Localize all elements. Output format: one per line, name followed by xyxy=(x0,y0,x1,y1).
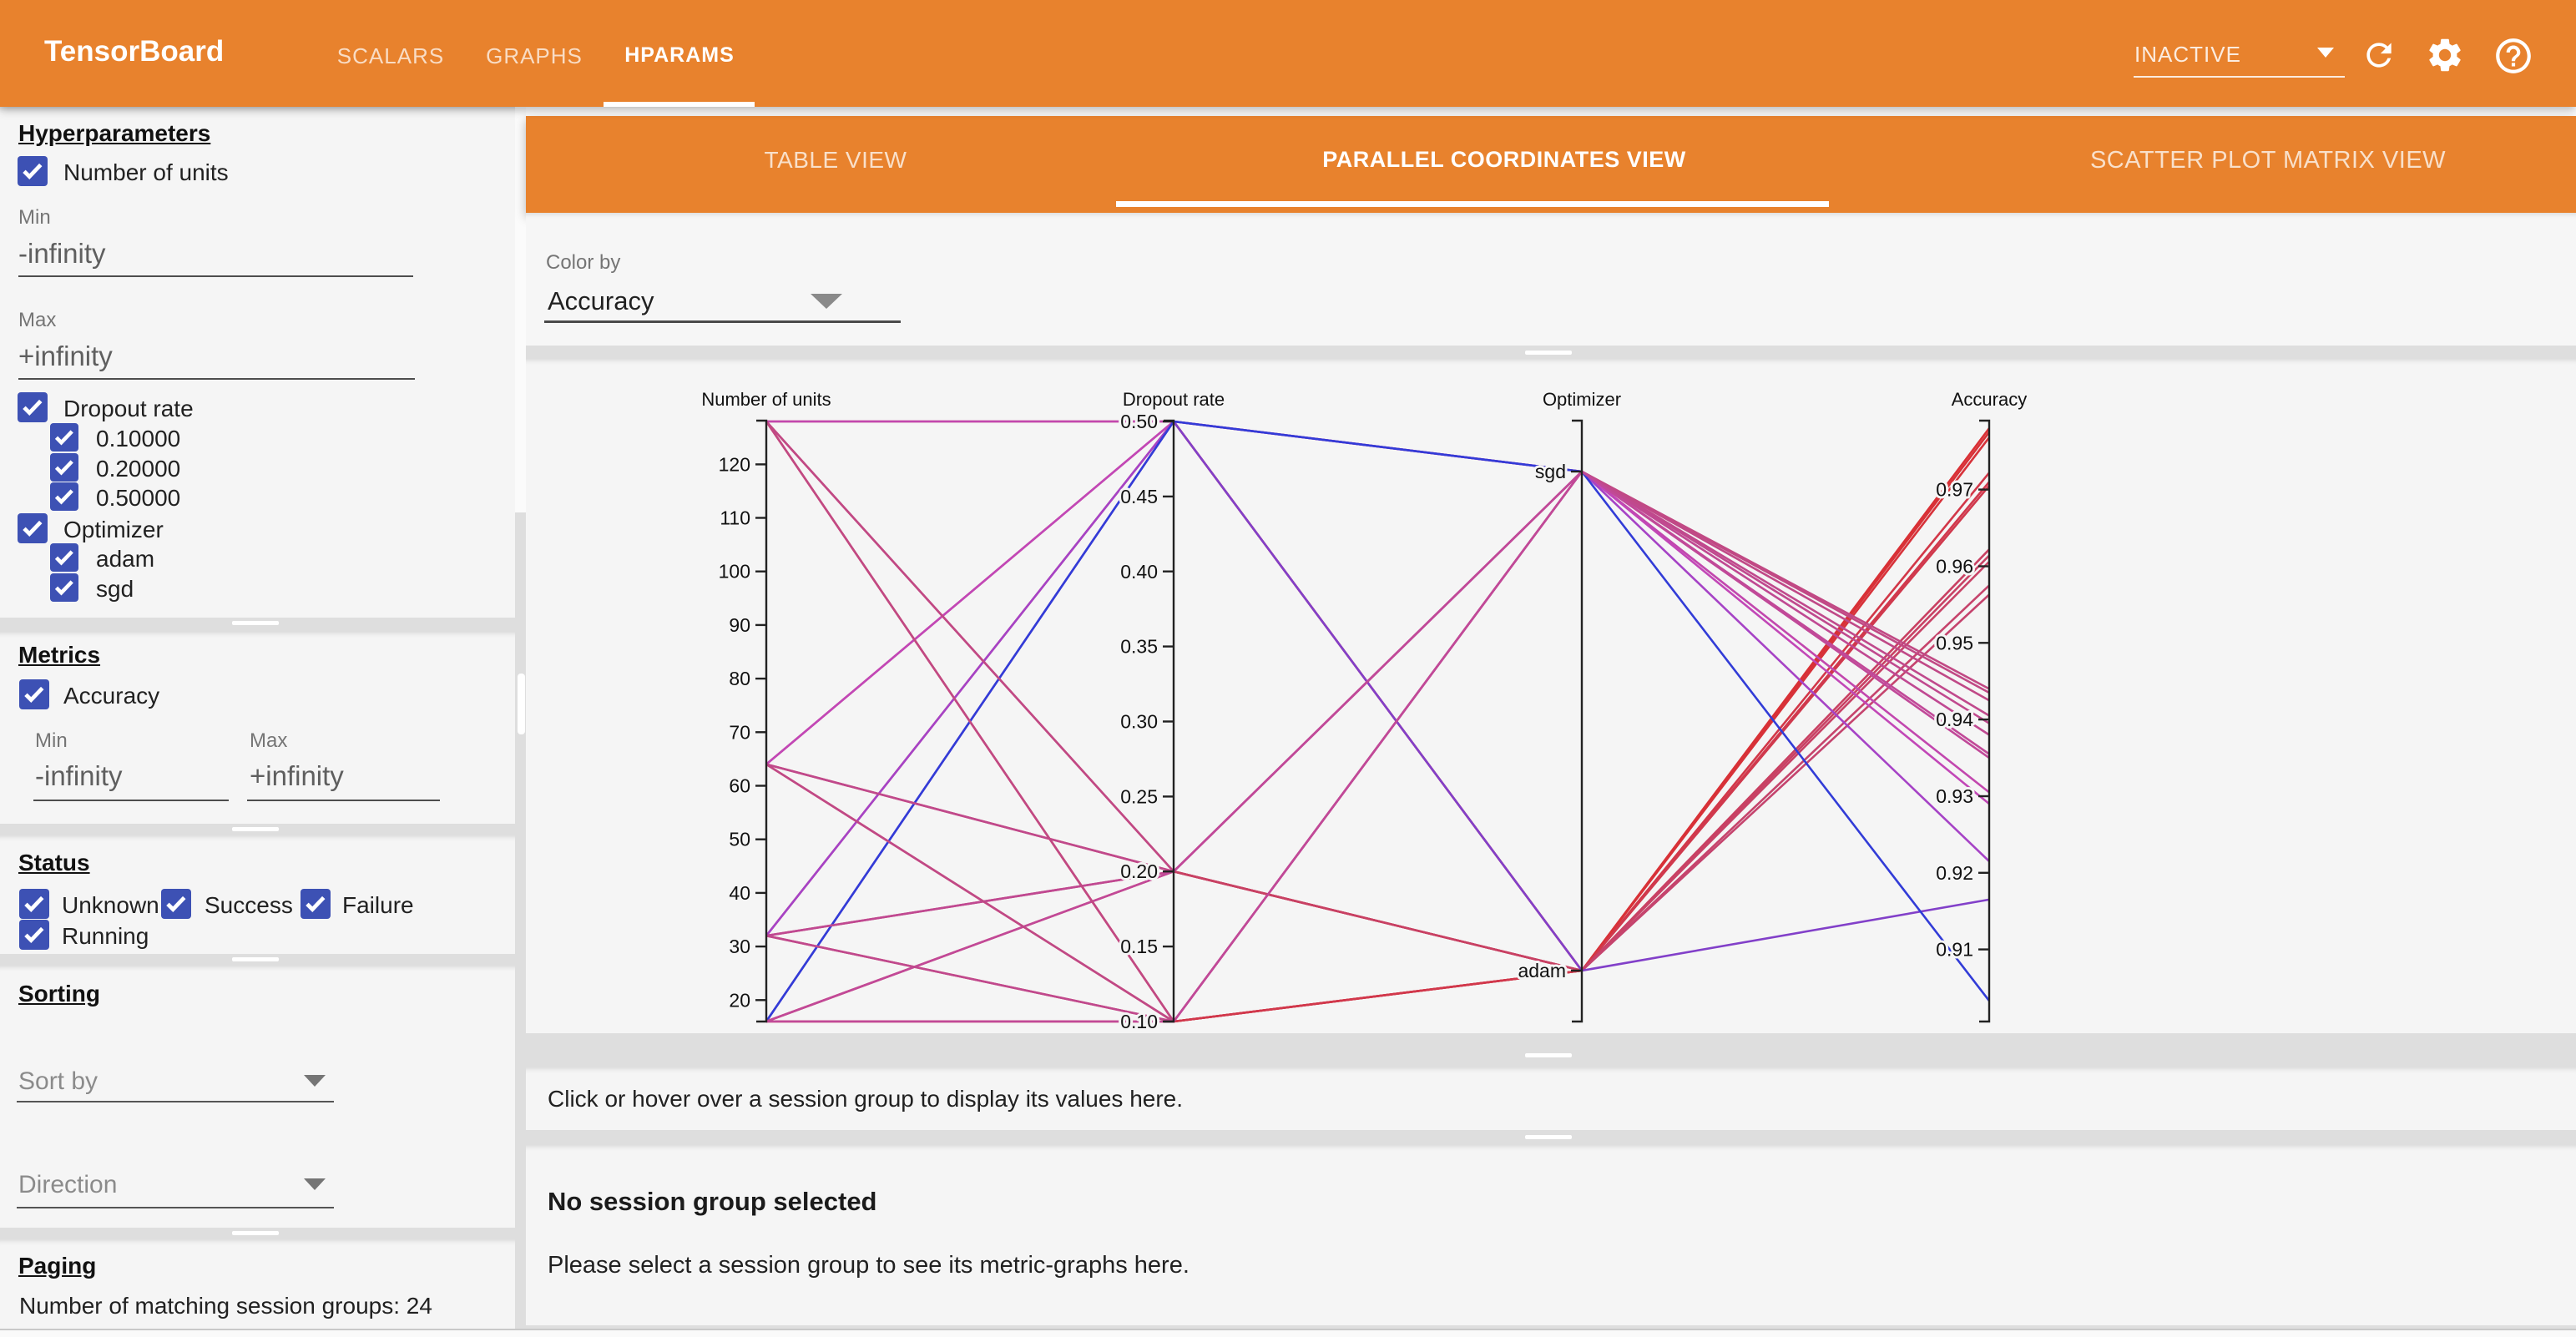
svg-text:0.10: 0.10 xyxy=(1120,1011,1158,1032)
svg-text:Optimizer: Optimizer xyxy=(1543,389,1621,410)
svg-text:110: 110 xyxy=(720,507,750,529)
svg-text:0.35: 0.35 xyxy=(1120,636,1158,658)
svg-text:80: 80 xyxy=(729,668,750,689)
svg-text:100: 100 xyxy=(719,561,750,583)
svg-text:adam: adam xyxy=(1518,960,1566,981)
svg-text:0.45: 0.45 xyxy=(1120,486,1158,507)
svg-text:0.30: 0.30 xyxy=(1120,711,1158,733)
svg-text:50: 50 xyxy=(729,829,750,850)
svg-text:20: 20 xyxy=(729,989,750,1011)
svg-text:0.40: 0.40 xyxy=(1120,561,1158,583)
svg-text:0.94: 0.94 xyxy=(1936,709,1973,730)
svg-text:0.91: 0.91 xyxy=(1936,939,1973,961)
svg-text:60: 60 xyxy=(729,775,750,797)
svg-text:0.15: 0.15 xyxy=(1120,936,1158,957)
svg-text:90: 90 xyxy=(729,614,750,636)
svg-text:0.20: 0.20 xyxy=(1120,860,1158,882)
svg-text:sgd: sgd xyxy=(1535,461,1566,482)
svg-text:30: 30 xyxy=(729,936,750,957)
svg-text:0.50: 0.50 xyxy=(1120,411,1158,432)
svg-text:0.96: 0.96 xyxy=(1936,556,1973,578)
svg-text:120: 120 xyxy=(719,453,750,475)
svg-text:0.97: 0.97 xyxy=(1936,479,1973,501)
svg-text:40: 40 xyxy=(729,882,750,904)
svg-text:Number of units: Number of units xyxy=(701,389,831,410)
svg-text:70: 70 xyxy=(729,721,750,743)
svg-text:Dropout rate: Dropout rate xyxy=(1123,389,1225,410)
svg-text:0.93: 0.93 xyxy=(1936,785,1973,807)
svg-text:Accuracy: Accuracy xyxy=(1952,389,2027,410)
svg-text:0.25: 0.25 xyxy=(1120,785,1158,807)
svg-text:0.95: 0.95 xyxy=(1936,632,1973,653)
svg-text:0.92: 0.92 xyxy=(1936,862,1973,884)
